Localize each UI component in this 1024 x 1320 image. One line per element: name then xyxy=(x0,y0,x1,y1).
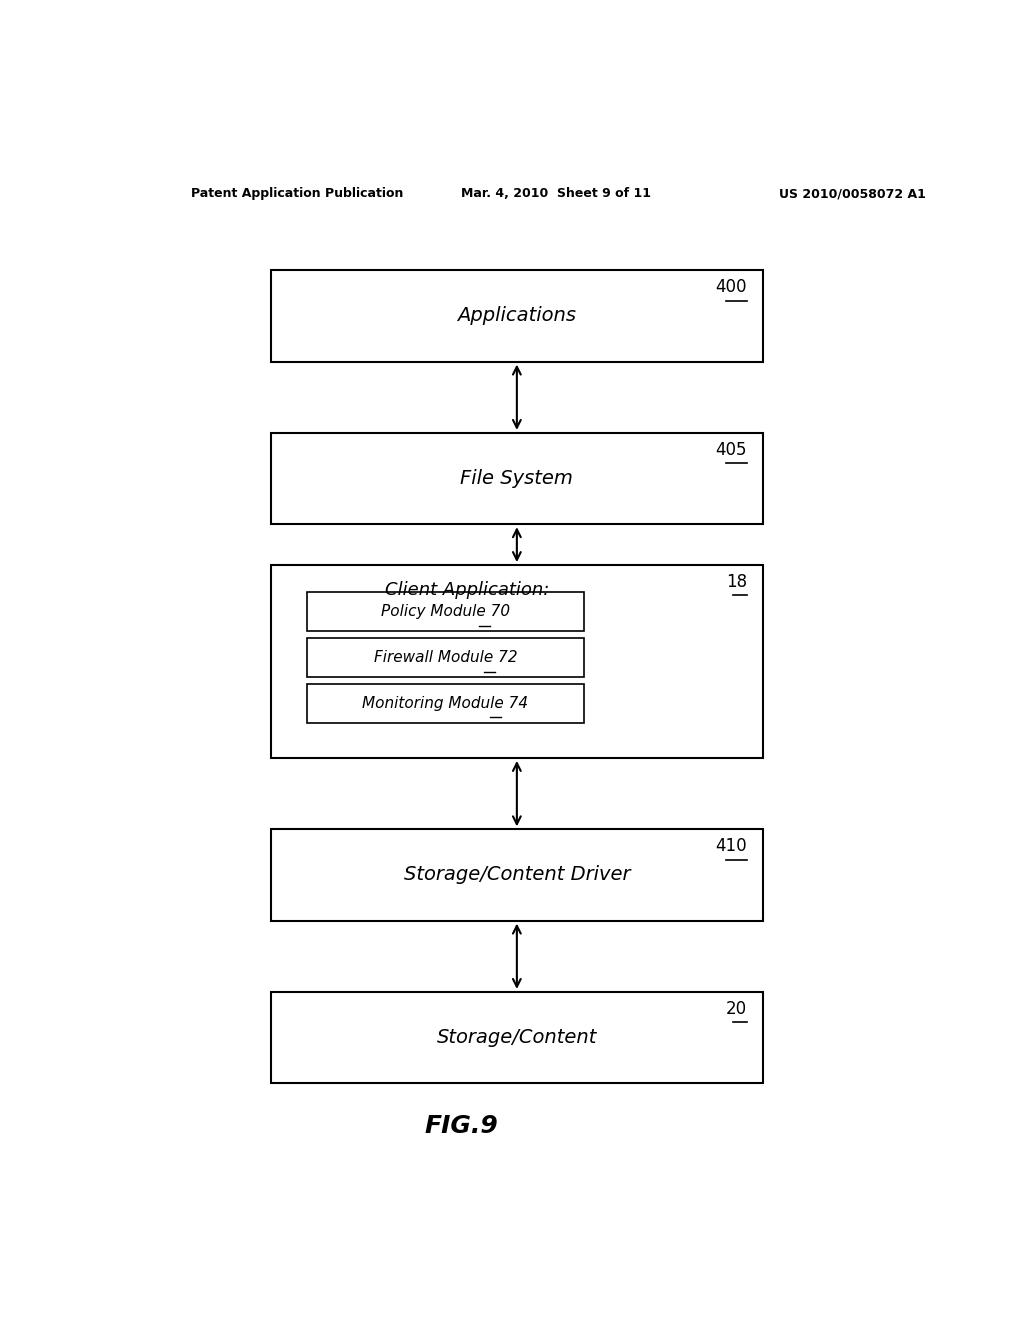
Text: 410: 410 xyxy=(716,837,748,855)
Text: Firewall Module 72: Firewall Module 72 xyxy=(374,649,517,665)
Text: Applications: Applications xyxy=(458,306,577,326)
Text: Policy Module 70: Policy Module 70 xyxy=(381,605,510,619)
Text: 400: 400 xyxy=(716,279,748,296)
Text: Storage/Content Driver: Storage/Content Driver xyxy=(403,866,630,884)
Text: US 2010/0058072 A1: US 2010/0058072 A1 xyxy=(778,187,926,201)
FancyBboxPatch shape xyxy=(270,433,763,524)
Text: Monitoring Module 74: Monitoring Module 74 xyxy=(362,696,528,710)
FancyBboxPatch shape xyxy=(306,638,585,677)
Text: FIG.9: FIG.9 xyxy=(424,1114,499,1138)
Text: Mar. 4, 2010  Sheet 9 of 11: Mar. 4, 2010 Sheet 9 of 11 xyxy=(461,187,651,201)
FancyBboxPatch shape xyxy=(270,271,763,362)
Text: 18: 18 xyxy=(726,573,748,591)
Text: Storage/Content: Storage/Content xyxy=(436,1028,597,1047)
FancyBboxPatch shape xyxy=(270,565,763,758)
Text: 405: 405 xyxy=(716,441,748,459)
Text: File System: File System xyxy=(461,469,573,488)
FancyBboxPatch shape xyxy=(306,684,585,722)
Text: 20: 20 xyxy=(726,1001,748,1018)
FancyBboxPatch shape xyxy=(270,829,763,921)
Text: Patent Application Publication: Patent Application Publication xyxy=(191,187,403,201)
FancyBboxPatch shape xyxy=(306,593,585,631)
FancyBboxPatch shape xyxy=(270,991,763,1084)
Text: Client Application:: Client Application: xyxy=(385,581,550,599)
